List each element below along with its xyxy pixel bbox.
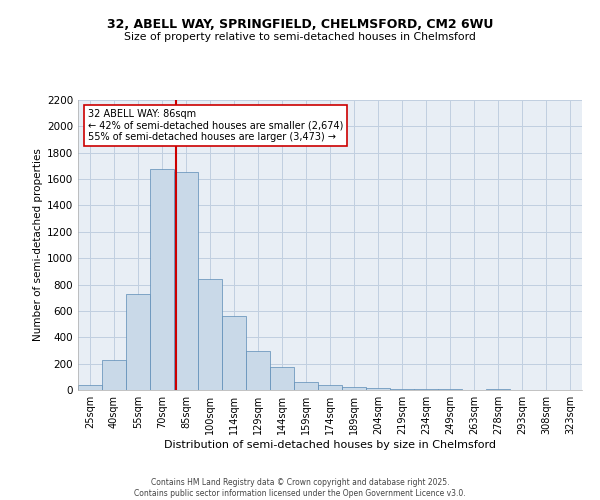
X-axis label: Distribution of semi-detached houses by size in Chelmsford: Distribution of semi-detached houses by … [164,440,496,450]
Bar [150,168,174,390]
Bar [78,384,102,390]
Bar [294,382,318,390]
Bar [270,367,294,390]
Bar [342,386,366,390]
Bar [390,388,414,390]
Bar [222,316,246,390]
Bar [126,294,150,390]
Bar [366,388,390,390]
Bar [438,388,462,390]
Y-axis label: Number of semi-detached properties: Number of semi-detached properties [33,148,43,342]
Text: 32, ABELL WAY, SPRINGFIELD, CHELMSFORD, CM2 6WU: 32, ABELL WAY, SPRINGFIELD, CHELMSFORD, … [107,18,493,30]
Bar [198,278,222,390]
Text: Contains HM Land Registry data © Crown copyright and database right 2025.
Contai: Contains HM Land Registry data © Crown c… [134,478,466,498]
Text: 32 ABELL WAY: 86sqm
← 42% of semi-detached houses are smaller (2,674)
55% of sem: 32 ABELL WAY: 86sqm ← 42% of semi-detach… [88,108,343,142]
Bar [246,351,270,390]
Bar [318,386,342,390]
Text: Size of property relative to semi-detached houses in Chelmsford: Size of property relative to semi-detach… [124,32,476,42]
Bar [174,172,198,390]
Bar [102,360,126,390]
